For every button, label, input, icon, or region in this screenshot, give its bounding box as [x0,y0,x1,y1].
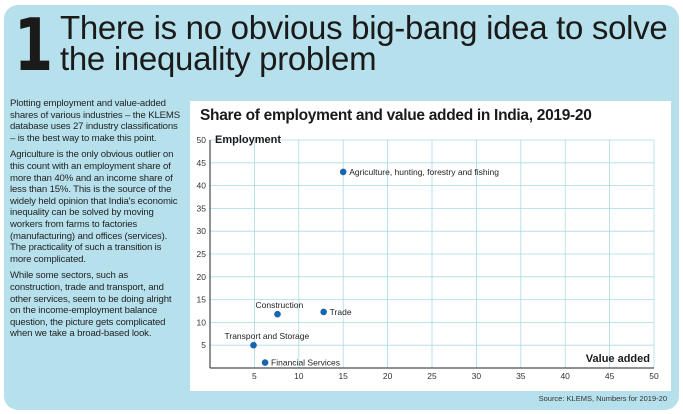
body-text: Plotting employment and value-added shar… [10,98,182,345]
x-tick-label: 30 [472,371,482,381]
y-tick-label: 30 [197,226,207,236]
section-number: 1 [14,3,54,87]
x-tick-label: 35 [516,371,526,381]
x-tick-label: 20 [383,371,393,381]
data-point [250,341,257,349]
y-tick-label: 40 [197,181,207,191]
y-tick-label: 10 [197,317,207,327]
y-tick-label: 45 [197,158,207,168]
y-tick-label: 25 [197,249,207,259]
chart-container: Share of employment and value added in I… [190,101,671,391]
y-tick-label: 35 [197,203,207,213]
y-tick-label: 15 [197,295,207,305]
chart-title: Share of employment and value added in I… [200,107,592,124]
data-point [339,168,347,176]
y-axis-title: Employment [215,134,281,146]
body-paragraph: While some sectors, such as construction… [10,270,172,340]
x-tick-label: 15 [338,371,348,381]
headline: There is no obvious big-bang idea to sol… [60,9,668,77]
y-tick-label: 20 [197,272,207,282]
source-note: Source: KLEMS, Numbers for 2019-20 [538,394,667,403]
data-point [320,308,327,316]
x-axis-title: Value added [586,353,650,365]
data-label: Trade [330,307,352,317]
x-tick-label: 25 [427,371,437,381]
scatter-chart: 5 10 15 20 25 30 35 40 45 50 5 10 15 20 25 30 35 40 45 50 Em… [197,134,659,381]
body-paragraph: Plotting employment and value-added shar… [10,98,180,144]
x-tick-label: 45 [605,371,615,381]
data-point [261,359,269,366]
y-tick-label: 5 [201,340,206,350]
body-paragraph: Agriculture is the only obvious outlier … [10,149,178,265]
x-tick-label: 50 [649,371,659,381]
data-label: Transport and Storage [225,331,310,341]
data-label: Financial Services [271,358,340,368]
data-label: Construction [255,300,303,310]
y-tick-label: 50 [197,135,207,145]
x-tick-label: 5 [252,371,257,381]
x-tick-label: 40 [560,371,570,381]
data-point [274,310,281,318]
data-label: Agriculture, hunting, forestry and fishi… [349,167,499,177]
x-tick-label: 10 [294,371,304,381]
